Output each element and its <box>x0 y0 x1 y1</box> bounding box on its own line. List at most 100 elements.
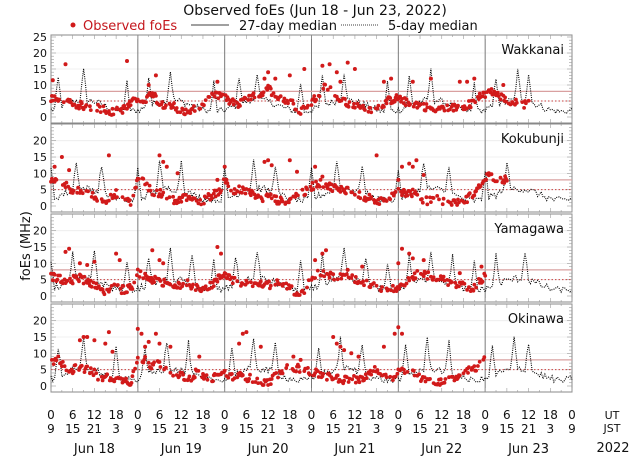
observed-point <box>260 93 265 98</box>
observed-point <box>215 177 220 182</box>
observed-point <box>344 272 349 277</box>
observed-point <box>327 275 332 280</box>
observed-point <box>496 94 501 98</box>
observed-point <box>313 371 317 375</box>
observed-point <box>338 79 343 84</box>
observed-point <box>357 190 362 194</box>
panel-yamagawa: 0 5 10 15 20 Yamagawa <box>33 213 573 303</box>
observed-point <box>65 278 70 283</box>
observed-point <box>161 261 166 266</box>
observed-point <box>522 106 526 110</box>
observed-point <box>443 377 448 381</box>
observed-point <box>465 288 469 292</box>
observed-point <box>148 188 153 193</box>
observed-point <box>232 187 237 191</box>
x-tick-ut: 6 <box>156 408 164 422</box>
observed-point <box>372 365 377 369</box>
observed-point <box>274 194 279 199</box>
observed-point <box>82 370 87 374</box>
y-tick-label: 15 <box>33 331 47 344</box>
observed-point <box>287 158 292 163</box>
observed-point <box>203 284 208 289</box>
panel-kokubunji: 0 5 10 15 20 Kokubunji <box>33 123 573 213</box>
observed-point <box>396 177 401 182</box>
x-day-label: Jun 22 <box>420 442 462 457</box>
observed-point <box>389 76 394 81</box>
observed-point <box>142 357 147 362</box>
observed-point <box>204 195 209 200</box>
observed-point <box>84 103 89 107</box>
observed-point <box>82 274 87 279</box>
observed-point <box>338 344 343 349</box>
x-tick-jst: 3 <box>112 422 120 436</box>
observed-point <box>352 67 357 71</box>
observed-point <box>188 111 193 115</box>
x-tick-ut: 0 <box>481 408 489 422</box>
observed-point <box>90 190 95 195</box>
legend-observed-label: Observed foEs <box>83 19 177 34</box>
observed-point <box>505 178 509 183</box>
chart-title: Observed foEs (Jun 18 - Jun 23, 2022) <box>183 3 447 19</box>
observed-point <box>141 276 146 281</box>
observed-point <box>287 200 291 205</box>
observed-point <box>104 111 109 115</box>
observed-point <box>149 366 154 371</box>
observed-point <box>268 382 273 386</box>
observed-point <box>396 186 401 191</box>
observed-point <box>58 273 62 278</box>
observed-point <box>476 364 480 368</box>
observed-point <box>184 198 189 203</box>
observed-point <box>320 251 325 256</box>
observed-point <box>153 331 158 336</box>
observed-point <box>97 284 101 288</box>
observed-point <box>345 185 350 190</box>
x-tick-jst: 9 <box>134 422 142 436</box>
observed-point <box>401 367 406 372</box>
observed-point <box>395 371 400 376</box>
observed-point <box>323 82 327 87</box>
observed-point <box>117 258 122 263</box>
x-unit-ut: UT <box>605 409 620 422</box>
observed-point <box>392 99 397 104</box>
observed-point <box>489 87 494 91</box>
observed-points <box>50 325 487 387</box>
observed-point <box>449 203 454 207</box>
observed-point <box>305 187 309 192</box>
observed-point <box>400 246 404 251</box>
observed-point <box>450 375 455 379</box>
observed-point <box>327 62 332 67</box>
observed-point <box>153 73 158 78</box>
observed-point <box>91 373 96 378</box>
observed-point <box>251 91 256 96</box>
observed-point <box>393 190 398 194</box>
observed-point <box>498 175 503 180</box>
x-tick-jst: 15 <box>65 422 80 436</box>
observed-point <box>50 94 54 98</box>
observed-point <box>313 258 318 263</box>
observed-point <box>147 183 152 188</box>
observed-point <box>380 285 384 289</box>
observed-point <box>226 184 231 189</box>
observed-point <box>339 276 344 281</box>
observed-point <box>437 277 441 282</box>
observed-point <box>211 379 215 384</box>
observed-point <box>245 280 250 285</box>
observed-point <box>181 372 186 377</box>
observed-point <box>177 281 182 286</box>
observed-point <box>133 366 138 371</box>
observed-point <box>115 105 119 110</box>
observed-point <box>384 101 389 106</box>
x-tick-ut: 6 <box>329 408 337 422</box>
observed-point <box>261 383 266 387</box>
observed-point <box>176 200 181 205</box>
observed-point <box>350 273 355 278</box>
observed-point <box>60 364 64 369</box>
observed-point <box>201 372 205 376</box>
observed-point <box>86 189 90 194</box>
observed-point <box>240 331 245 336</box>
y-tick-label: 0 <box>40 111 47 124</box>
observed-point <box>396 261 401 266</box>
observed-point <box>107 287 112 292</box>
median-5day-curve <box>50 336 573 384</box>
observed-point <box>51 362 56 366</box>
